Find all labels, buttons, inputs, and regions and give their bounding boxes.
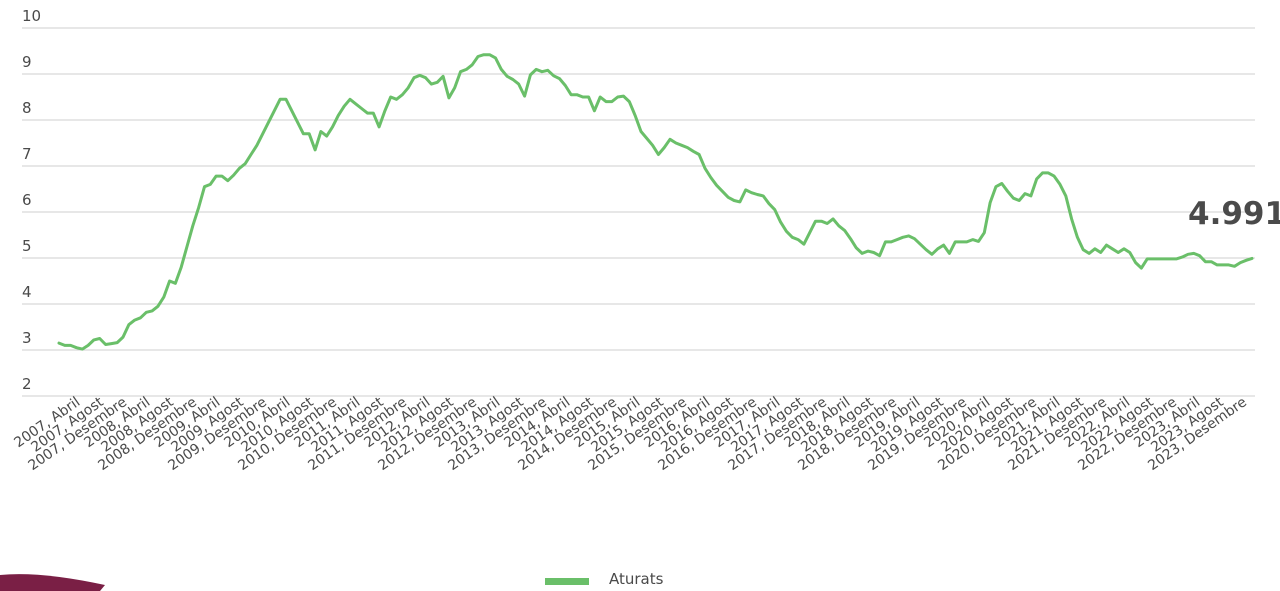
y-tick-label: 4: [22, 283, 32, 301]
series-line-aturats: [57, 53, 1254, 351]
logo-corner-shape: [0, 574, 105, 591]
y-axis-tick-labels: 2 3 4 5 6 7 8 9 10: [22, 7, 41, 393]
legend: Aturats: [545, 570, 663, 588]
y-tick-label: 9: [22, 53, 32, 71]
y-tick-label: 8: [22, 99, 32, 117]
legend-swatch: [545, 577, 589, 585]
y-tick-label: 2: [22, 375, 32, 393]
last-value-callout: 4.991: [1188, 196, 1280, 232]
gridlines: [22, 27, 1255, 397]
y-tick-label: 10: [22, 7, 41, 25]
y-tick-label: 6: [22, 191, 32, 209]
y-tick-label: 7: [22, 145, 32, 163]
y-tick-label: 3: [22, 329, 32, 347]
y-tick-label: 5: [22, 237, 32, 255]
legend-label-aturats: Aturats: [609, 570, 664, 588]
